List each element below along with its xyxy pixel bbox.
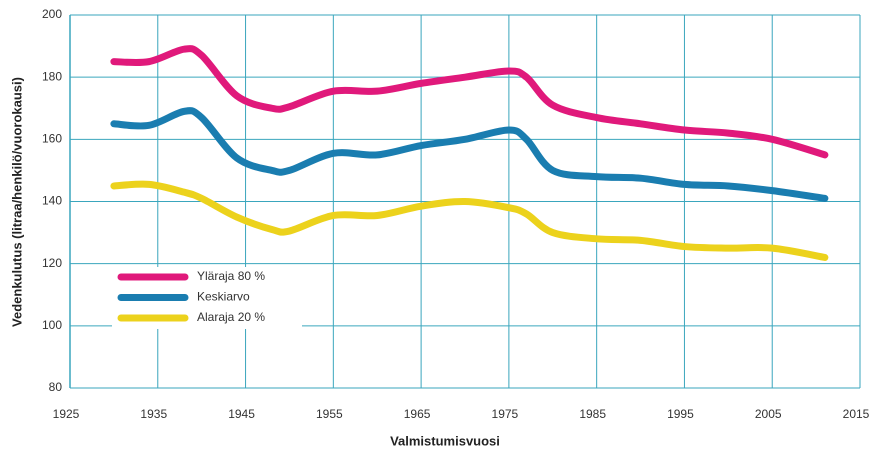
series-line bbox=[110, 107, 829, 202]
x-tick-label: 1995 bbox=[667, 407, 694, 421]
x-tick-label: 1955 bbox=[316, 407, 343, 421]
legend-label: Alaraja 20 % bbox=[197, 310, 265, 324]
y-tick-label: 140 bbox=[42, 194, 62, 208]
x-tick-label: 1945 bbox=[228, 407, 255, 421]
x-tick-label: 1985 bbox=[579, 407, 606, 421]
x-tick-label: 2015 bbox=[843, 407, 869, 421]
x-tick-label: 1975 bbox=[492, 407, 519, 421]
legend-bg bbox=[112, 267, 302, 288]
x-tick-label: 1935 bbox=[140, 407, 167, 421]
series-line bbox=[110, 45, 829, 159]
y-tick-label: 200 bbox=[42, 7, 62, 21]
x-tick-label: 2005 bbox=[755, 407, 782, 421]
x-tick-label: 1925 bbox=[53, 407, 80, 421]
series-line bbox=[110, 180, 829, 261]
x-tick-label: 1965 bbox=[404, 407, 431, 421]
y-axis-title: Vedenkulutus (litraa/henkilö/vuorokausi) bbox=[9, 77, 24, 327]
y-tick-label: 80 bbox=[49, 380, 63, 394]
x-axis-title: Valmistumisvuosi bbox=[390, 433, 500, 448]
y-tick-label: 160 bbox=[42, 132, 62, 146]
legend-bg bbox=[112, 308, 302, 329]
y-tick-label: 180 bbox=[42, 69, 62, 83]
legend-bg bbox=[112, 287, 302, 309]
legend-label: Yläraja 80 % bbox=[197, 269, 265, 283]
y-tick-label: 100 bbox=[42, 318, 62, 332]
y-tick-label: 120 bbox=[42, 256, 62, 270]
legend-label: Keskiarvo bbox=[197, 290, 250, 304]
